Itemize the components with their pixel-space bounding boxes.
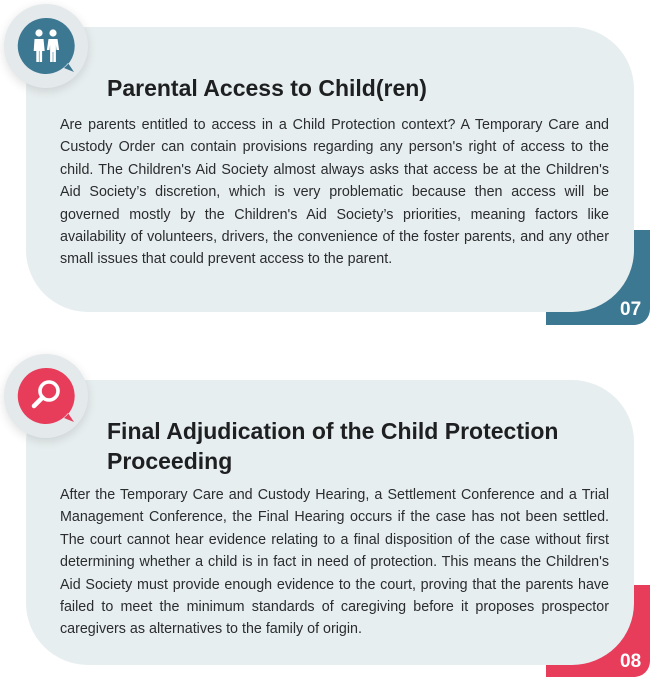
section-number: 07 [620, 299, 642, 320]
search-icon [17, 367, 75, 424]
section-body: Are parents entitled to access in a Chil… [60, 117, 609, 268]
section-icon-badge [4, 354, 88, 438]
section-number: 08 [620, 651, 642, 672]
section-card [26, 27, 634, 312]
section-card [26, 380, 634, 665]
section-icon-badge [4, 4, 88, 88]
section-title: Parental Access to Child(ren) [107, 75, 427, 101]
section-title: Final Adjudication of the Child Protecti… [107, 418, 559, 474]
section-body: After the Temporary Care and Custody Hea… [60, 487, 609, 638]
people-icon [17, 17, 75, 74]
